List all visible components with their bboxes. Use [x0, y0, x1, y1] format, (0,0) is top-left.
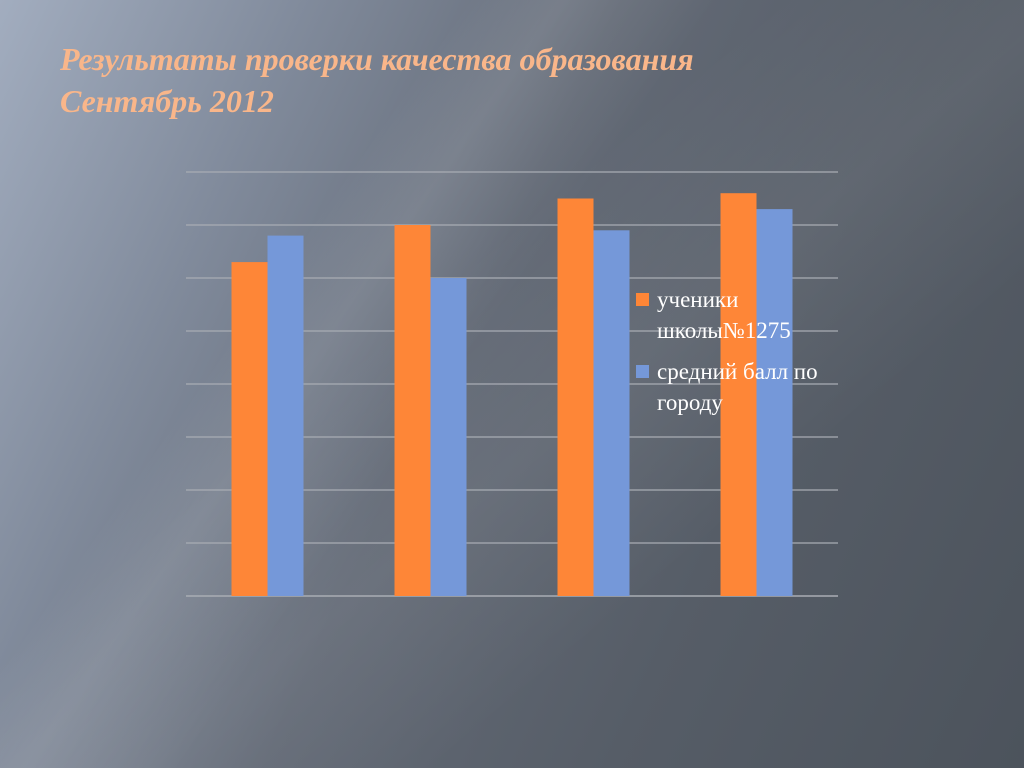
bar-series1-group1: [231, 262, 268, 596]
slide-title: Результаты проверки качества образования…: [60, 38, 960, 122]
slide-title-line1: Результаты проверки качества образования: [60, 41, 694, 77]
chart-bars: [231, 193, 793, 597]
bar-series1-group4: [720, 193, 757, 596]
chart-legend: ученики школы№1275 средний балл по город…: [636, 284, 846, 428]
bar-series1-group3: [557, 198, 594, 596]
legend-item-school: ученики школы№1275: [636, 284, 846, 346]
bar-series1-group2: [394, 225, 431, 596]
legend-item-city: средний балл по городу: [636, 356, 846, 418]
bar-series2-group3: [593, 230, 630, 597]
legend-swatch-city: [636, 365, 649, 378]
legend-label-school: ученики школы№1275: [657, 287, 791, 343]
bar-series2-group1: [267, 235, 304, 596]
bar-series2-group2: [430, 278, 467, 596]
bar-series2-group4: [756, 209, 793, 596]
legend-swatch-school: [636, 293, 649, 306]
legend-label-city: средний балл по городу: [657, 359, 818, 415]
slide-title-line2: Сентябрь 2012: [60, 83, 274, 119]
